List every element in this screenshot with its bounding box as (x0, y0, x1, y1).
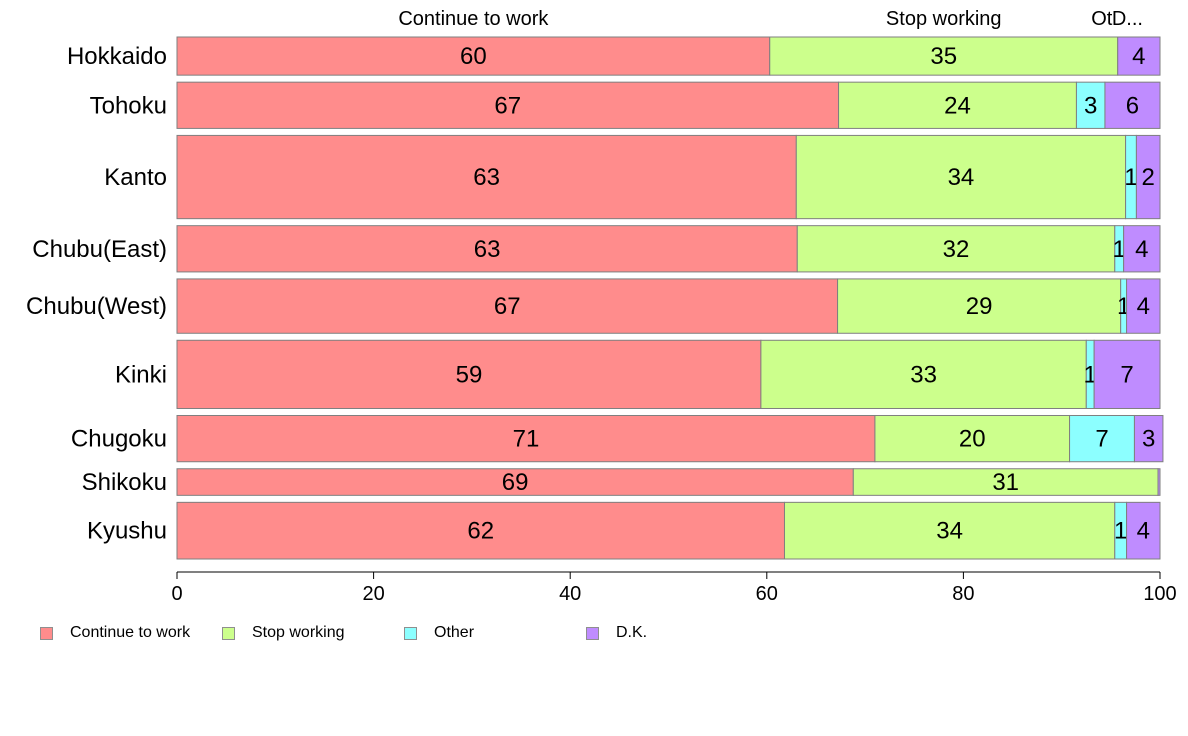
data-label-kyushu-d-k: 4 (1137, 518, 1150, 545)
row-label-shikoku: Shikoku (82, 469, 167, 496)
data-label-kinki-continue-to-work: 59 (456, 361, 483, 388)
data-label-chugoku-continue-to-work: 71 (513, 426, 540, 453)
legend-swatch-stop (222, 626, 235, 640)
legend-item-stop: Stop working (222, 624, 345, 642)
row-label-chubu-west: Chubu(West) (26, 293, 167, 320)
row-label-hokkaido: Hokkaido (67, 43, 167, 70)
legend-label-other: Other (434, 624, 475, 641)
bar-segment-shikoku-d-k (1157, 468, 1161, 496)
bar-segment-chubu-east-stop-working (796, 225, 1116, 273)
bar-segment-chugoku-continue-to-work (176, 414, 876, 463)
bar-segment-kyushu-continue-to-work (176, 501, 785, 560)
x-tick-label-20: 20 (362, 583, 384, 605)
bar-segment-kyushu-stop-working (783, 501, 1116, 560)
series-header-labels: Continue to work Stop working Ot D... (398, 8, 1143, 30)
row-label-tohoku: Tohoku (90, 92, 167, 119)
data-label-hokkaido-d-k: 4 (1132, 43, 1145, 70)
bar-segment-chubu-east-d-k (1123, 225, 1161, 273)
data-label-kinki-stop-working: 33 (910, 361, 937, 388)
data-label-chubu-east-d-k: 4 (1135, 236, 1148, 263)
data-label-tohoku-d-k: 6 (1126, 92, 1139, 119)
data-label-chubu-east-other: 1 (1113, 236, 1126, 263)
bar-segment-kinki-continue-to-work (176, 339, 762, 409)
data-label-kyushu-continue-to-work: 62 (467, 518, 494, 545)
bar-segment-kinki-stop-working (760, 339, 1087, 409)
legend-label-continue: Continue to work (70, 624, 191, 641)
data-label-tohoku-continue-to-work: 67 (494, 92, 521, 119)
bar-segment-tohoku-stop-working (838, 81, 1077, 129)
data-label-chubu-west-d-k: 4 (1137, 293, 1150, 320)
data-label-chubu-east-continue-to-work: 63 (474, 236, 501, 263)
bar-segment-tohoku-d-k (1104, 81, 1161, 129)
data-label-tohoku-other: 3 (1084, 92, 1097, 119)
data-label-kinki-d-k: 7 (1120, 361, 1133, 388)
legend-label-dk: D.K. (616, 624, 648, 641)
bar-segment-hokkaido-d-k (1117, 36, 1161, 76)
data-label-chugoku-d-k: 3 (1142, 426, 1155, 453)
legend-item-dk: D.K. (586, 624, 647, 642)
legend-swatch-dk (586, 626, 599, 640)
data-label-kanto-d-k: 2 (1142, 164, 1155, 191)
data-label-hokkaido-continue-to-work: 60 (460, 43, 487, 70)
bar-segment-hokkaido-stop-working (769, 36, 1119, 76)
data-label-kanto-stop-working: 34 (948, 164, 975, 191)
data-label-kyushu-stop-working: 34 (936, 518, 963, 545)
bar-segment-kinki-d-k (1093, 339, 1161, 409)
row-label-kyushu: Kyushu (87, 518, 167, 545)
x-tick-label-80: 80 (952, 583, 974, 605)
data-label-chubu-west-stop-working: 29 (966, 293, 993, 320)
data-label-hokkaido-stop-working: 35 (930, 43, 957, 70)
bar-segment-shikoku-continue-to-work (176, 468, 854, 496)
series-header-1: Continue to work (398, 8, 549, 30)
data-label-shikoku-stop-working: 31 (992, 469, 1019, 496)
series-header-4: D... (1112, 8, 1143, 30)
bar-segment-kanto-d-k (1135, 134, 1161, 220)
bar-segment-kanto-stop-working (795, 134, 1127, 220)
bar-segment-chubu-east-continue-to-work (176, 225, 798, 273)
x-tick-label-100: 100 (1143, 583, 1176, 605)
row-label-chubu-east: Chubu(East) (32, 236, 167, 263)
bar-segment-kanto-continue-to-work (176, 134, 797, 220)
bar-segment-hokkaido-continue-to-work (176, 36, 771, 76)
region-labels: Hokkaido Tohoku Kanto Chubu(East) Chubu(West… (26, 43, 167, 545)
bar-segment-chubu-west-d-k (1126, 278, 1161, 334)
legend: Continue to work Stop working Other D.K. (40, 624, 800, 644)
bar-segment-kyushu-d-k (1126, 501, 1161, 560)
x-tick-label-0: 0 (171, 583, 182, 605)
row-label-kinki: Kinki (115, 361, 167, 388)
x-axis: 0 20 40 60 80 100 (171, 571, 1177, 605)
legend-item-continue: Continue to work (40, 624, 190, 642)
data-label-chugoku-other: 7 (1095, 426, 1108, 453)
bar-segment-tohoku-continue-to-work (176, 81, 840, 129)
data-label-kinki-other: 1 (1084, 361, 1097, 388)
data-label-kyushu-other: 1 (1114, 518, 1127, 545)
data-label-kanto-continue-to-work: 63 (473, 164, 500, 191)
legend-label-stop: Stop working (252, 624, 345, 641)
series-header-3: Ot (1091, 8, 1113, 30)
data-label-chubu-west-continue-to-work: 67 (494, 293, 521, 320)
data-label-chugoku-stop-working: 20 (959, 426, 986, 453)
bar-segment-chubu-west-continue-to-work (176, 278, 839, 334)
data-label-chubu-east-stop-working: 32 (943, 236, 970, 263)
data-label-tohoku-stop-working: 24 (944, 92, 971, 119)
legend-item-other: Other (404, 624, 474, 642)
x-tick-label-60: 60 (756, 583, 778, 605)
legend-swatch-continue (40, 626, 53, 640)
bar-segment-chugoku-d-k (1133, 414, 1164, 463)
x-tick-label-40: 40 (559, 583, 581, 605)
row-label-chugoku: Chugoku (71, 426, 167, 453)
legend-swatch-other (404, 626, 417, 640)
bar-segment-chugoku-other (1069, 414, 1135, 463)
data-label-shikoku-continue-to-work: 69 (502, 469, 529, 496)
bar-segments: 60 35 467 24 3 663 34 1 263 32 1 467 29 1 459 33 1 771 20 7… (176, 36, 1164, 560)
data-label-kanto-other: 1 (1124, 164, 1137, 191)
row-label-kanto: Kanto (104, 164, 167, 191)
series-header-2: Stop working (886, 8, 1002, 30)
